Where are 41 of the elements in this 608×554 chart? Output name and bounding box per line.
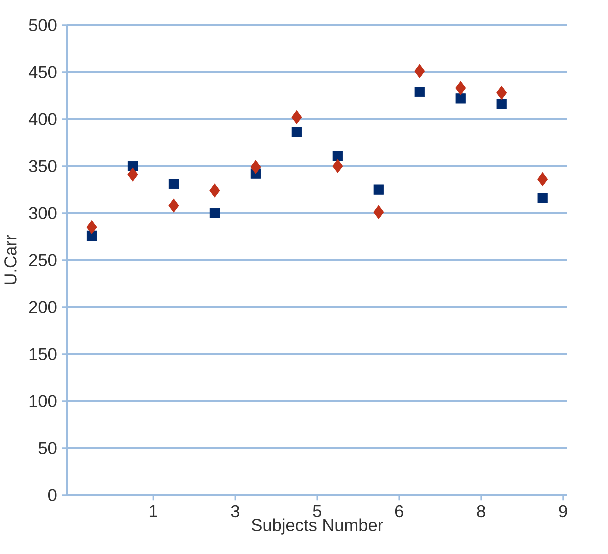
x-tick-label: 5 [313, 505, 322, 518]
point [496, 99, 507, 110]
point [538, 172, 548, 186]
x-tick-label: 6 [395, 505, 404, 518]
x-tick-label: 3 [231, 505, 240, 518]
point [496, 86, 508, 100]
x-tick-label: 9 [559, 505, 568, 518]
y-tick-label: 50 [38, 442, 57, 454]
point [538, 193, 548, 204]
y-tick-label: 200 [29, 301, 57, 314]
y-tick-label: 400 [28, 113, 57, 126]
point [292, 127, 302, 138]
point [332, 150, 343, 162]
point [374, 205, 384, 220]
y-tick-label: 250 [29, 254, 57, 266]
y-tick-label: 350 [29, 160, 57, 172]
point [332, 159, 344, 174]
point [414, 64, 426, 78]
point [168, 198, 180, 213]
point [168, 179, 180, 190]
point [456, 94, 466, 104]
x-axis-title: Subjects Number [252, 518, 384, 535]
y-axis-title: U.Carr [4, 235, 17, 284]
x-tick-label: 1 [150, 505, 158, 518]
y-tick-label: 150 [30, 348, 57, 360]
point [414, 87, 425, 98]
point [374, 184, 384, 195]
point [456, 81, 466, 96]
x-tick-label: 8 [477, 505, 486, 518]
point [210, 208, 220, 218]
y-tick-label: 450 [28, 66, 57, 78]
point [210, 184, 220, 198]
y-tick-label: 0 [48, 489, 57, 502]
point [128, 168, 138, 182]
point [86, 220, 98, 234]
point [128, 161, 138, 172]
y-tick-label: 300 [29, 207, 57, 220]
y-tick-label: 500 [29, 19, 57, 32]
point [250, 160, 262, 174]
y-tick-label: 100 [30, 395, 57, 408]
point [292, 110, 302, 124]
